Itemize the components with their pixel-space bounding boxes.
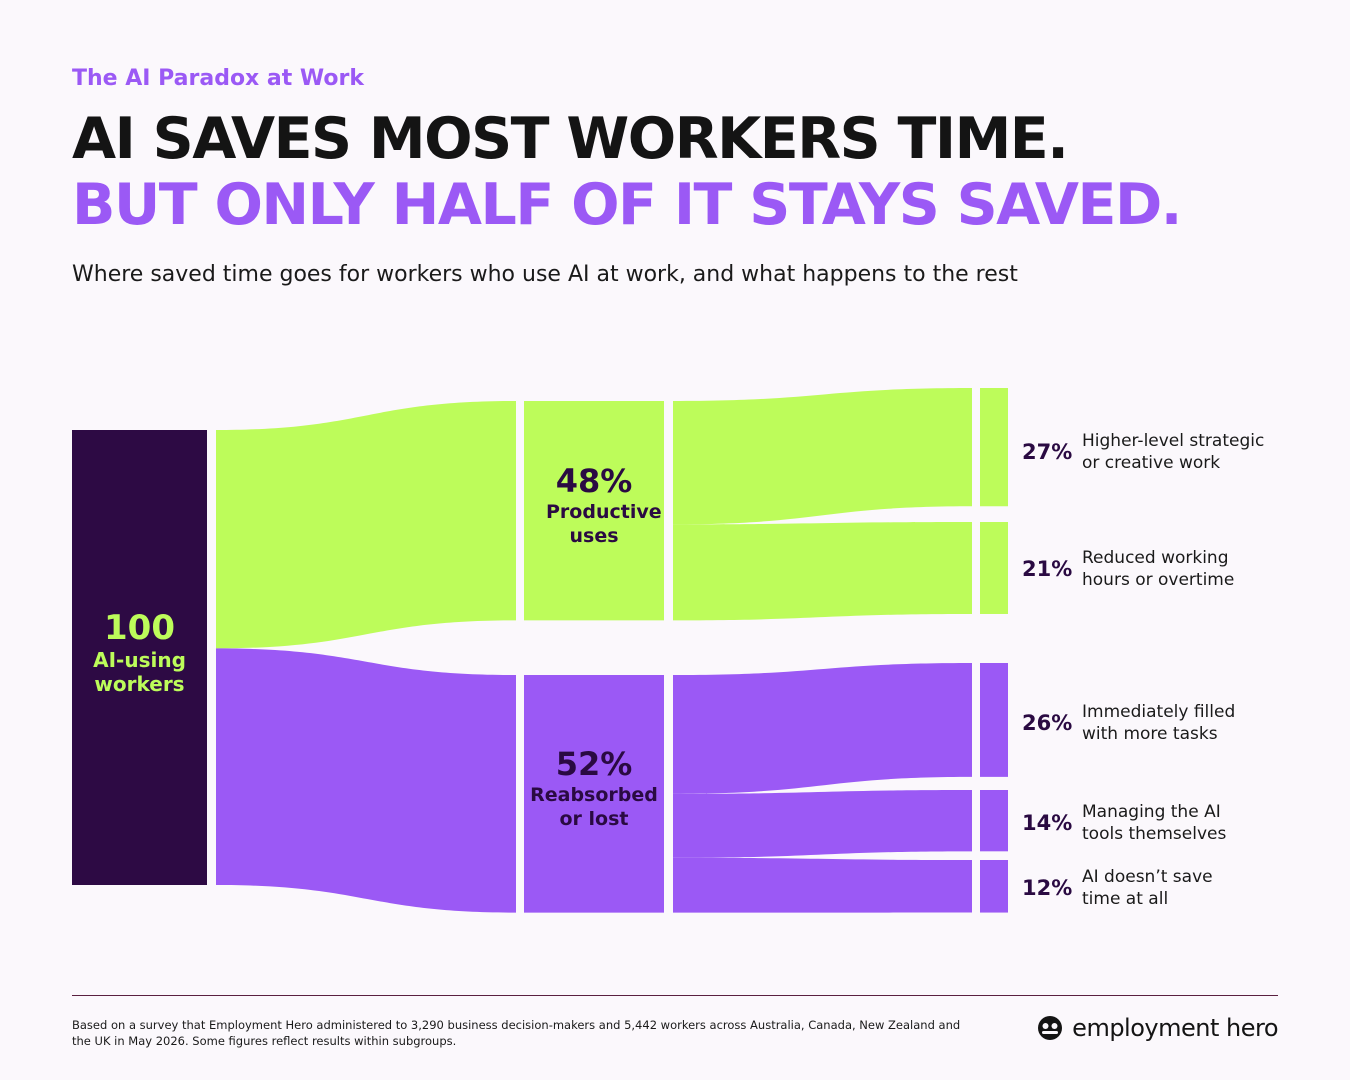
source-label: 100 AI-using workers	[72, 608, 207, 696]
group-reabsorbed-pct: 52%	[555, 745, 633, 783]
outcome-label: Higher-level strategic or creative work	[1082, 431, 1265, 473]
employment-hero-logo-icon	[1038, 1016, 1063, 1040]
brand[interactable]: employment hero	[1036, 1014, 1278, 1042]
outcome-node	[980, 790, 1008, 852]
footer-divider	[72, 995, 1278, 996]
headline-line-1: AI SAVES MOST WORKERS TIME.	[72, 106, 1069, 172]
group-productive-pct: 48%	[555, 462, 633, 500]
outcome-node	[980, 522, 1008, 614]
outcome-node	[980, 388, 1008, 507]
outcome-pct: 27%	[1022, 440, 1073, 464]
flow-band-group-to-outcome	[673, 388, 972, 525]
outcome-pct: 12%	[1022, 876, 1073, 900]
outcome-pct: 14%	[1022, 811, 1073, 835]
outcome-label: Reduced working hours or overtime	[1082, 548, 1235, 590]
subtitle: Where saved time goes for workers who us…	[72, 262, 1018, 287]
flow-band-source-to-group	[216, 401, 516, 649]
group-productive-text: Productive uses	[546, 501, 662, 547]
outcome-pct: 26%	[1022, 711, 1073, 735]
brand-name: employment hero	[1072, 1014, 1278, 1042]
footnote: Based on a survey that Employment Hero a…	[72, 1018, 961, 1048]
eyebrow: The AI Paradox at Work	[72, 66, 365, 91]
flow-band-group-to-outcome	[673, 522, 972, 621]
group-node	[524, 675, 664, 913]
source-value: 100	[104, 608, 175, 648]
headline: AI SAVES MOST WORKERS TIME. BUT ONLY HAL…	[72, 106, 1182, 238]
outcome-strategic: 27% Higher-level strategic or creative w…	[1022, 430, 1272, 474]
flow-band-group-to-outcome	[673, 790, 972, 858]
outcome-reduced-hours: 21% Reduced working hours or overtime	[1022, 547, 1242, 591]
group-node	[524, 401, 664, 621]
group-productive-label: 48% Productive uses	[524, 462, 664, 548]
flow-band-group-to-outcome	[673, 663, 972, 794]
outcome-no-savings: 12% AI doesn’t save time at all	[1022, 866, 1232, 910]
outcome-pct: 21%	[1022, 557, 1073, 581]
headline-line-2: BUT ONLY HALF OF IT STAYS SAVED.	[72, 172, 1182, 238]
group-reabsorbed-text: Reabsorbed or lost	[530, 784, 658, 830]
outcome-managing-ai: 14% Managing the AI tools themselves	[1022, 801, 1242, 845]
outcome-more-tasks: 26% Immediately filled with more tasks	[1022, 701, 1252, 745]
outcome-node	[980, 663, 1008, 777]
group-reabsorbed-label: 52% Reabsorbed or lost	[524, 745, 664, 831]
flow-band-group-to-outcome	[673, 857, 972, 913]
outcome-label: Managing the AI tools themselves	[1082, 802, 1227, 844]
outcome-node	[980, 860, 1008, 913]
outcome-label: AI doesn’t save time at all	[1082, 867, 1213, 909]
source-text: AI-using workers	[93, 648, 186, 696]
source-node	[72, 430, 207, 885]
flow-band-source-to-group	[216, 648, 516, 913]
outcome-label: Immediately filled with more tasks	[1082, 702, 1236, 744]
